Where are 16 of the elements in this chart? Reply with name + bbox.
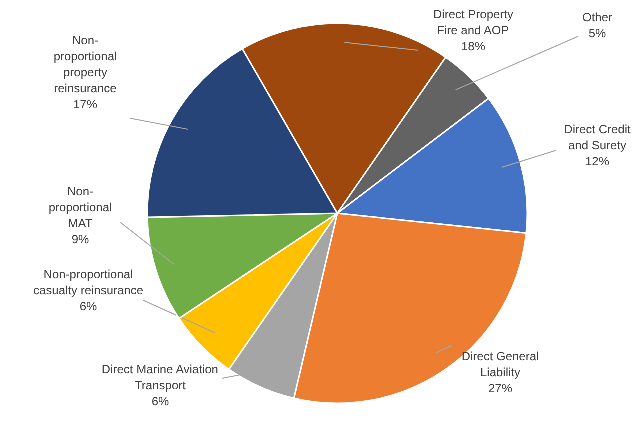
data-label: 6%: [80, 300, 98, 314]
slice-label: Direct Marine Aviation Transport: [102, 362, 218, 392]
data-label: 27%: [488, 382, 513, 396]
data-label: 9%: [72, 232, 90, 247]
slice-label: Direct Property Fire and AOP: [433, 7, 514, 38]
slice-label: Non-proportional casualty reinsurance: [33, 267, 144, 298]
slice-label: Non-proportional property reinsurance: [54, 33, 118, 96]
slice-label: Direct General Liability: [462, 349, 540, 380]
slice-label: Direct Credit and Surety: [564, 122, 632, 152]
slice-label: Other: [582, 10, 613, 24]
data-label: 5%: [588, 26, 606, 41]
data-label: 12%: [585, 154, 610, 169]
data-label: 6%: [152, 394, 170, 409]
slice-label: Non-proportional MAT: [48, 184, 112, 231]
data-label: 17%: [73, 98, 98, 112]
data-label: 18%: [461, 40, 486, 54]
